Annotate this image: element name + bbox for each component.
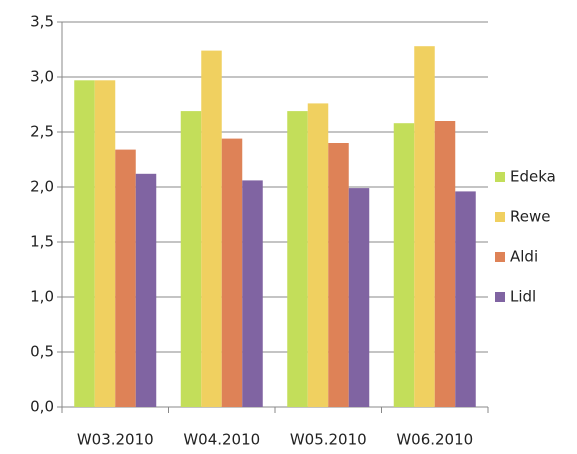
legend-swatch [495, 252, 505, 262]
bar [434, 121, 456, 407]
y-tick-label: 3,0 [30, 68, 54, 86]
bar [115, 149, 136, 407]
x-tick-label: W06.2010 [396, 431, 473, 449]
bar [135, 173, 157, 407]
y-tick-label: 0,0 [30, 398, 54, 416]
bar [180, 111, 202, 407]
bar [221, 138, 243, 407]
x-tick-label: W05.2010 [290, 431, 367, 449]
bar [414, 46, 435, 407]
bar [74, 80, 95, 408]
bar [287, 111, 308, 407]
bar [242, 180, 263, 407]
y-tick-label: 1,5 [30, 233, 54, 251]
legend-swatch [495, 212, 505, 222]
bar [201, 50, 222, 407]
legend-label: Aldi [510, 248, 538, 266]
legend-swatch [495, 172, 505, 182]
bar [328, 143, 349, 407]
legend-swatch [495, 292, 505, 302]
y-tick-label: 2,0 [30, 178, 54, 196]
x-tick-label: W03.2010 [77, 431, 154, 449]
bar [307, 103, 329, 408]
bar [455, 191, 476, 407]
legend-label: Lidl [510, 288, 536, 306]
y-tick-label: 1,0 [30, 288, 54, 306]
bar [348, 188, 370, 407]
x-tick-label: W04.2010 [183, 431, 260, 449]
bar [94, 80, 116, 408]
y-tick-label: 3,5 [30, 13, 54, 31]
bar [393, 123, 415, 407]
legend-label: Rewe [510, 208, 550, 226]
legend-label: Edeka [510, 168, 556, 186]
y-tick-label: 2,5 [30, 123, 54, 141]
y-tick-label: 0,5 [30, 343, 54, 361]
